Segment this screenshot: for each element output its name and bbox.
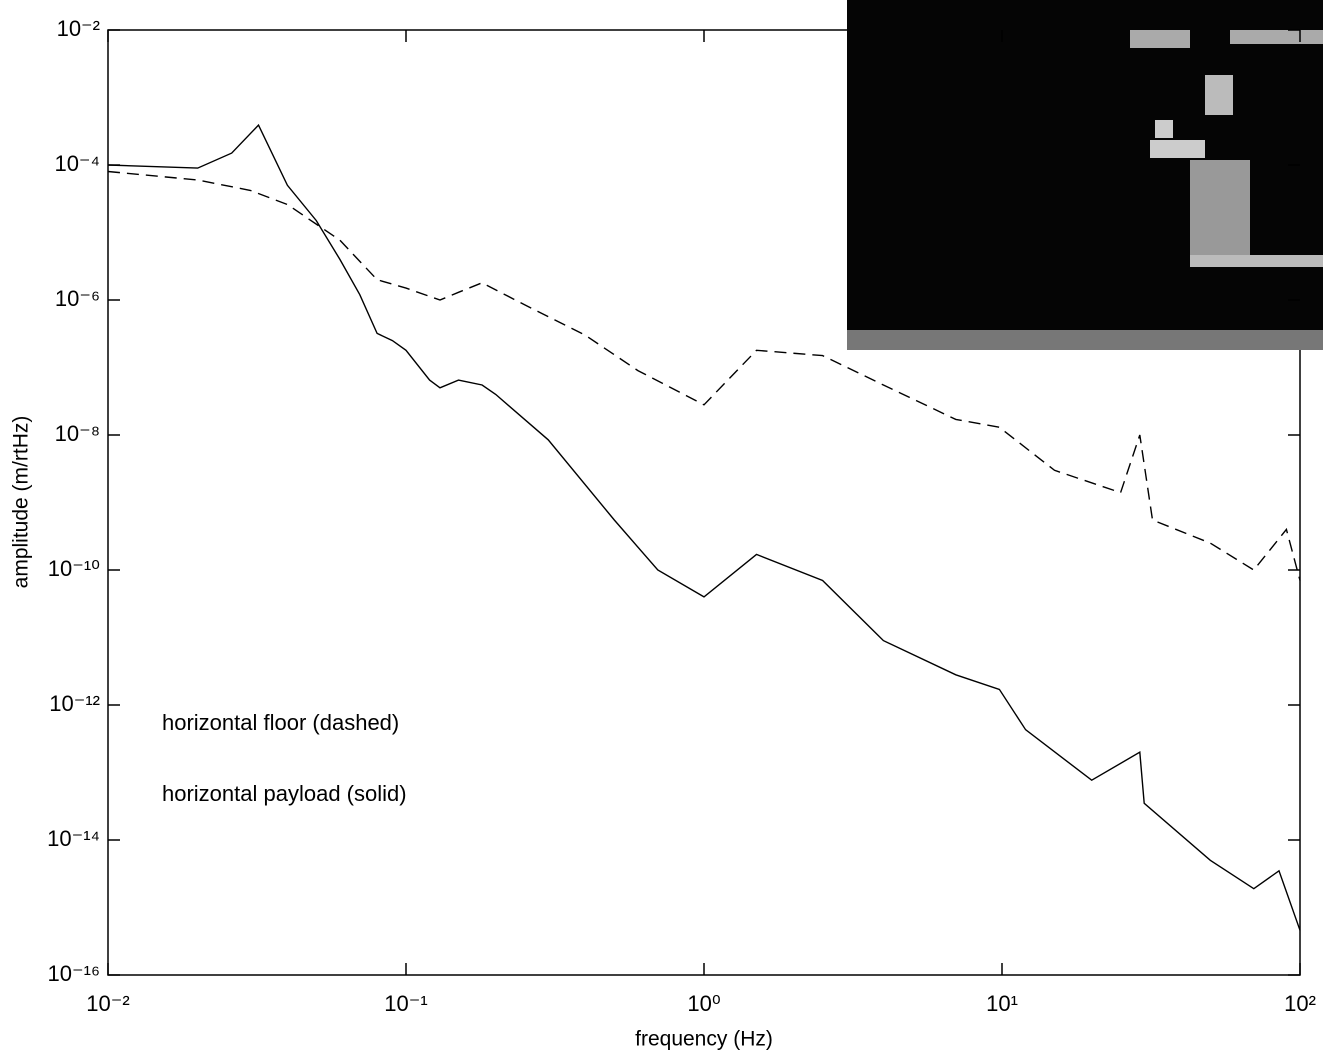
y-tick-label: 10⁻¹⁶	[48, 961, 100, 986]
y-axis-label: amplitude (m/rtHz)	[10, 416, 33, 589]
x-tick-label: 10⁻¹	[384, 991, 427, 1016]
y-tick-label: 10⁻¹²	[49, 691, 100, 716]
y-tick-label: 10⁻⁶	[55, 286, 100, 311]
y-tick-label: 10⁻²	[57, 16, 100, 41]
annotation: horizontal floor (dashed)	[162, 710, 399, 735]
x-tick-label: 10²	[1284, 991, 1316, 1016]
data-line	[107, 123, 1301, 931]
y-tick-label: 10⁻¹⁴	[47, 826, 100, 851]
x-tick-label: 10⁻²	[86, 991, 129, 1016]
y-tick-label: 10⁻⁴	[54, 151, 100, 176]
y-tick-label: 10⁻¹⁰	[48, 556, 100, 581]
annotation: horizontal payload (solid)	[162, 781, 407, 806]
x-tick-label: 10⁰	[687, 991, 720, 1016]
x-tick-label: 10¹	[986, 991, 1018, 1016]
x-axis-label: frequency (Hz)	[635, 1028, 773, 1051]
data-line	[107, 170, 1301, 581]
inset-photo	[847, 0, 1323, 350]
y-tick-label: 10⁻⁸	[55, 421, 100, 446]
